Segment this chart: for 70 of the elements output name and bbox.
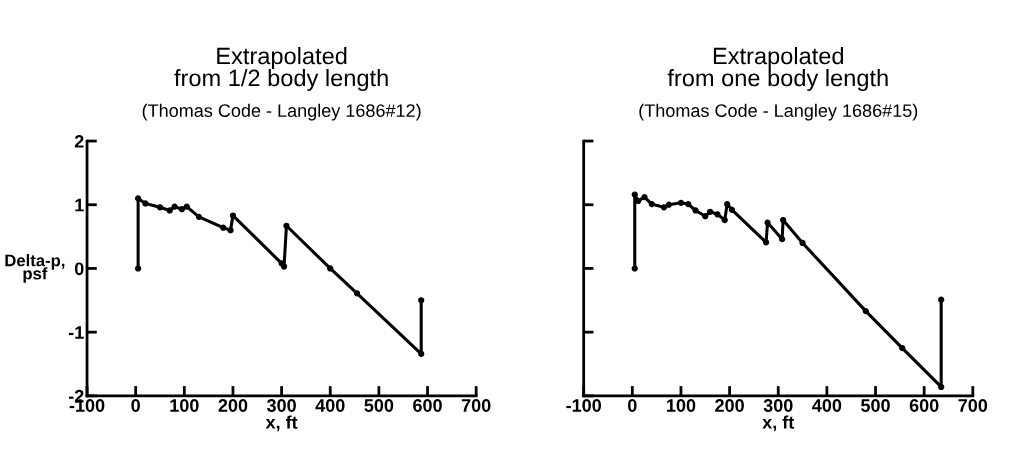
x-tick-label: 500 xyxy=(861,399,890,412)
point xyxy=(283,222,290,229)
point xyxy=(702,213,709,220)
chart-title: Extrapolated from 1/2 body length xyxy=(174,46,388,91)
point xyxy=(353,290,361,297)
x-tick-label: 600 xyxy=(413,399,442,412)
point xyxy=(707,208,714,215)
point xyxy=(665,201,672,208)
point xyxy=(724,200,731,208)
x-tick-label: 300 xyxy=(763,399,793,412)
point xyxy=(631,191,638,198)
x-axis-title: x, ft xyxy=(265,415,298,432)
point xyxy=(692,207,699,214)
point xyxy=(799,239,806,247)
point xyxy=(418,350,425,357)
x-tick-label: 200 xyxy=(218,399,248,412)
point xyxy=(677,199,685,206)
x-tick-label: 100 xyxy=(170,399,199,412)
point xyxy=(220,224,227,231)
x-axis-title: x, ft xyxy=(762,415,795,432)
point xyxy=(171,203,178,210)
y-tick-label: 0 xyxy=(74,262,84,276)
point xyxy=(660,204,668,211)
point xyxy=(728,206,736,213)
point xyxy=(635,197,642,205)
point xyxy=(899,344,906,352)
chart-title: Extrapolated from one body length xyxy=(667,46,888,91)
point xyxy=(178,206,186,213)
point xyxy=(134,195,142,202)
x-tick-label: 400 xyxy=(812,399,842,412)
x-tick-label: 500 xyxy=(364,399,394,412)
point xyxy=(762,239,770,246)
x-tick-label: 100 xyxy=(667,399,696,412)
x-tick-label: 200 xyxy=(715,399,744,412)
point xyxy=(418,297,425,304)
x-tick-label: 400 xyxy=(315,399,345,412)
point xyxy=(156,204,164,211)
point xyxy=(229,212,237,219)
y-tick-label: -1 xyxy=(68,326,84,339)
point xyxy=(779,236,786,243)
point xyxy=(166,207,173,214)
point xyxy=(938,296,945,303)
point xyxy=(648,200,655,208)
point xyxy=(142,200,149,207)
y-tick-label: 1 xyxy=(75,198,84,212)
point xyxy=(862,308,869,315)
x-tick-label: 300 xyxy=(266,399,296,412)
x-tick-label: 700 xyxy=(958,399,988,412)
point xyxy=(227,227,234,234)
chart-subtitle: (Thomas Code - Langley 1686#12) xyxy=(142,103,421,121)
x-tick-label: -100 xyxy=(566,399,602,412)
point xyxy=(685,200,692,208)
point xyxy=(779,216,787,224)
point xyxy=(134,265,142,272)
x-tick-label: 0 xyxy=(131,399,140,412)
point xyxy=(641,193,648,201)
point xyxy=(764,219,771,226)
y-tick-label: 2 xyxy=(74,134,84,148)
chart-subtitle: (Thomas Code - Langley 1686#15) xyxy=(639,103,918,121)
x-tick-label: 700 xyxy=(461,399,491,412)
point xyxy=(714,211,721,218)
x-tick-label: 0 xyxy=(628,399,637,412)
point xyxy=(327,265,334,272)
point xyxy=(721,216,728,224)
y-axis-title: Delta-p, psf xyxy=(5,254,65,283)
point xyxy=(938,383,945,391)
point xyxy=(195,213,203,220)
x-tick-label: 600 xyxy=(909,399,939,412)
point xyxy=(183,203,190,210)
point xyxy=(631,265,638,272)
